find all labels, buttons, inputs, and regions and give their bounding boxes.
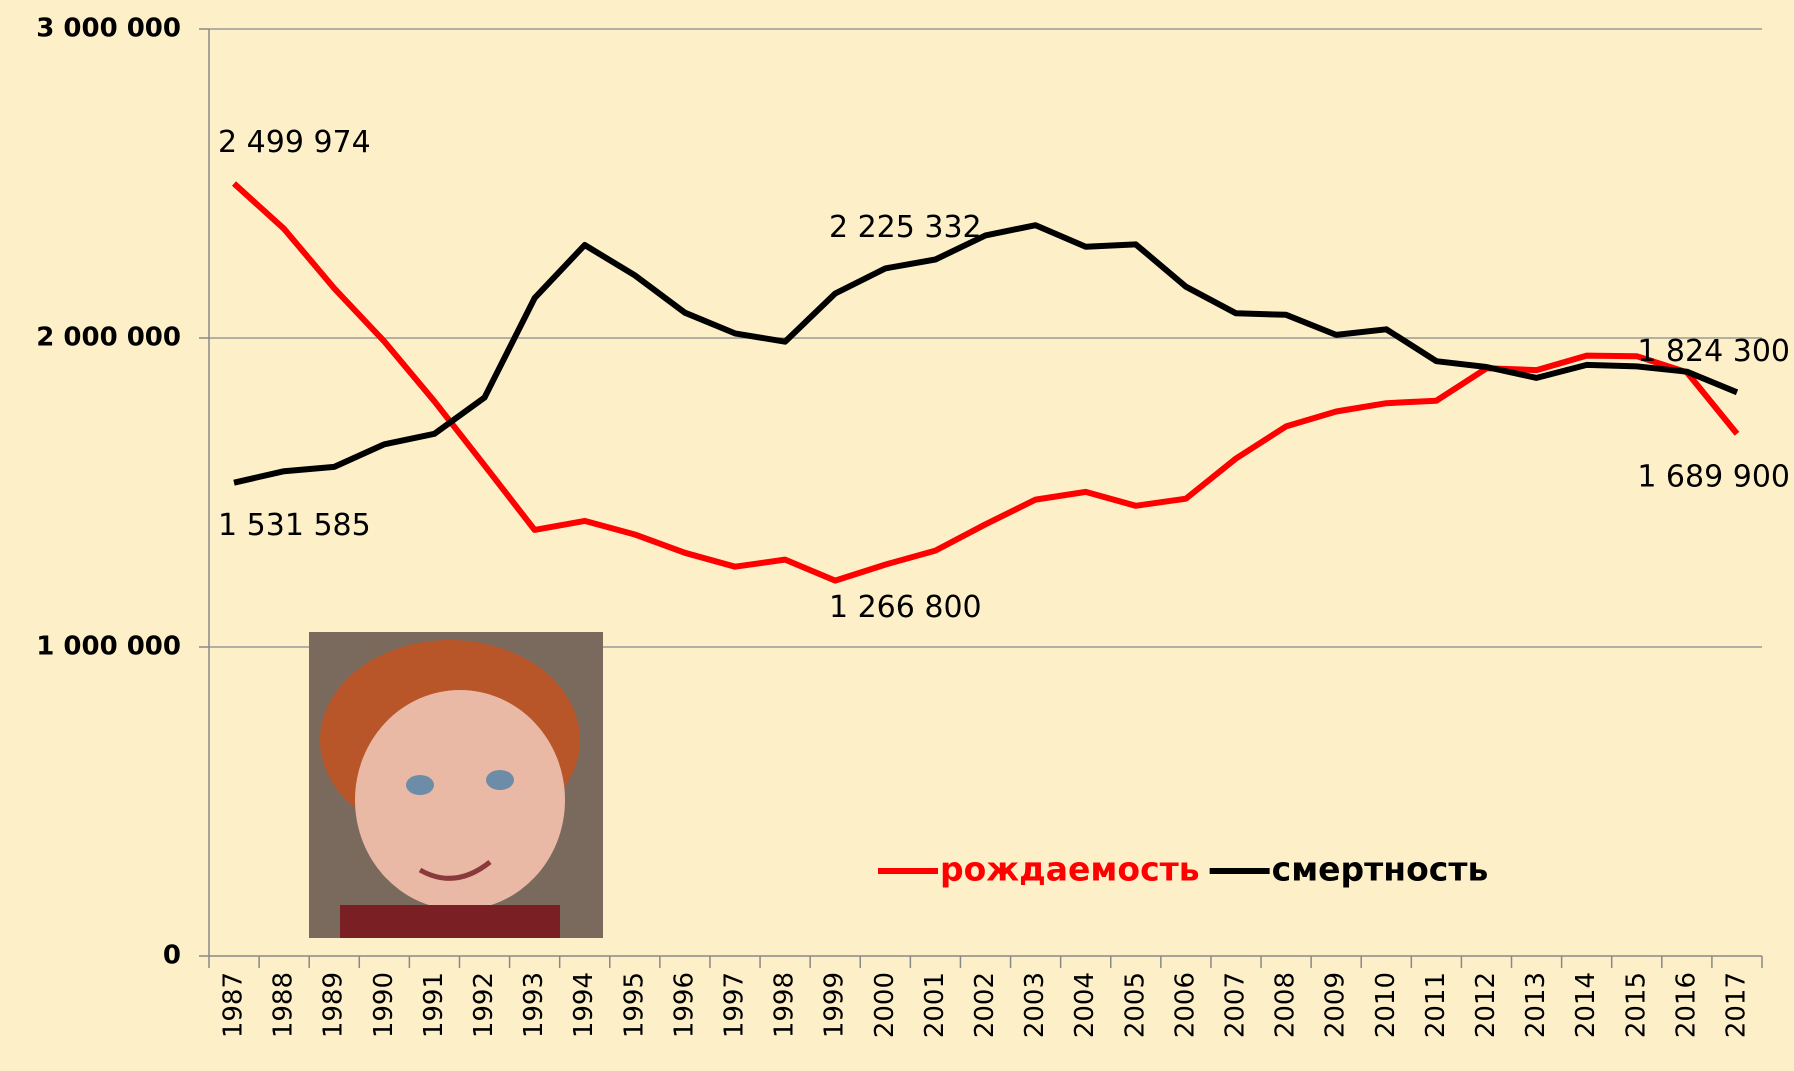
x-tick-label: 2007 [1220,972,1250,1038]
line [233,222,1739,486]
x-tick-label: 1990 [369,972,399,1038]
legend-label: смертность [1272,850,1489,889]
y-tick-label: 0 [163,941,181,971]
x-tick-label: 1987 [219,972,249,1038]
x-tick-label: 1998 [770,972,800,1038]
legend-label: рождаемость [940,850,1200,889]
x-tick-label: 2008 [1271,972,1301,1038]
x-tick-label: 2015 [1621,972,1651,1038]
x-tick-label: 2001 [920,972,950,1038]
x-tick-label: 2003 [1020,972,1050,1038]
x-tick-label: 1993 [519,972,549,1038]
data-label: 1 824 300 [1637,334,1790,369]
data-label: 1 266 800 [829,590,982,625]
data-label: 2 225 332 [829,210,982,245]
x-tick-label: 2011 [1421,972,1451,1038]
x-tick-label: 2002 [970,972,1000,1038]
x-tick-label: 1994 [569,972,599,1038]
data-label: 1 689 900 [1637,459,1790,494]
data-label: 1 531 585 [218,508,371,543]
x-tick-label: 2010 [1371,972,1401,1038]
y-tick-label: 3 000 000 [36,14,181,44]
x-tick-label: 1992 [469,972,499,1038]
x-tick-label: 1991 [419,972,449,1038]
x-tick-label: 2005 [1120,972,1150,1038]
x-tick-label: 2017 [1721,972,1751,1038]
x-tick-label: 2004 [1070,972,1100,1038]
x-tick-label: 1995 [619,972,649,1038]
x-tick-label: 1997 [720,972,750,1038]
x-tick-label: 1999 [820,972,850,1038]
data-label: 2 499 974 [218,125,371,160]
line [231,181,1740,584]
x-tick-label: 2006 [1170,972,1200,1038]
x-tick-label: 2013 [1521,972,1551,1038]
x-tick-label: 1996 [669,972,699,1038]
x-tick-label: 1989 [319,972,349,1038]
y-tick-label: 2 000 000 [36,323,181,353]
x-tick-label: 2000 [870,972,900,1038]
photo [309,632,603,938]
x-tick-label: 2009 [1321,972,1351,1038]
x-tick-label: 2014 [1571,972,1601,1038]
x-tick-label: 2012 [1471,972,1501,1038]
x-tick-label: 2016 [1671,972,1701,1038]
x-tick-label: 1988 [269,972,299,1038]
y-tick-label: 1 000 000 [36,632,181,662]
